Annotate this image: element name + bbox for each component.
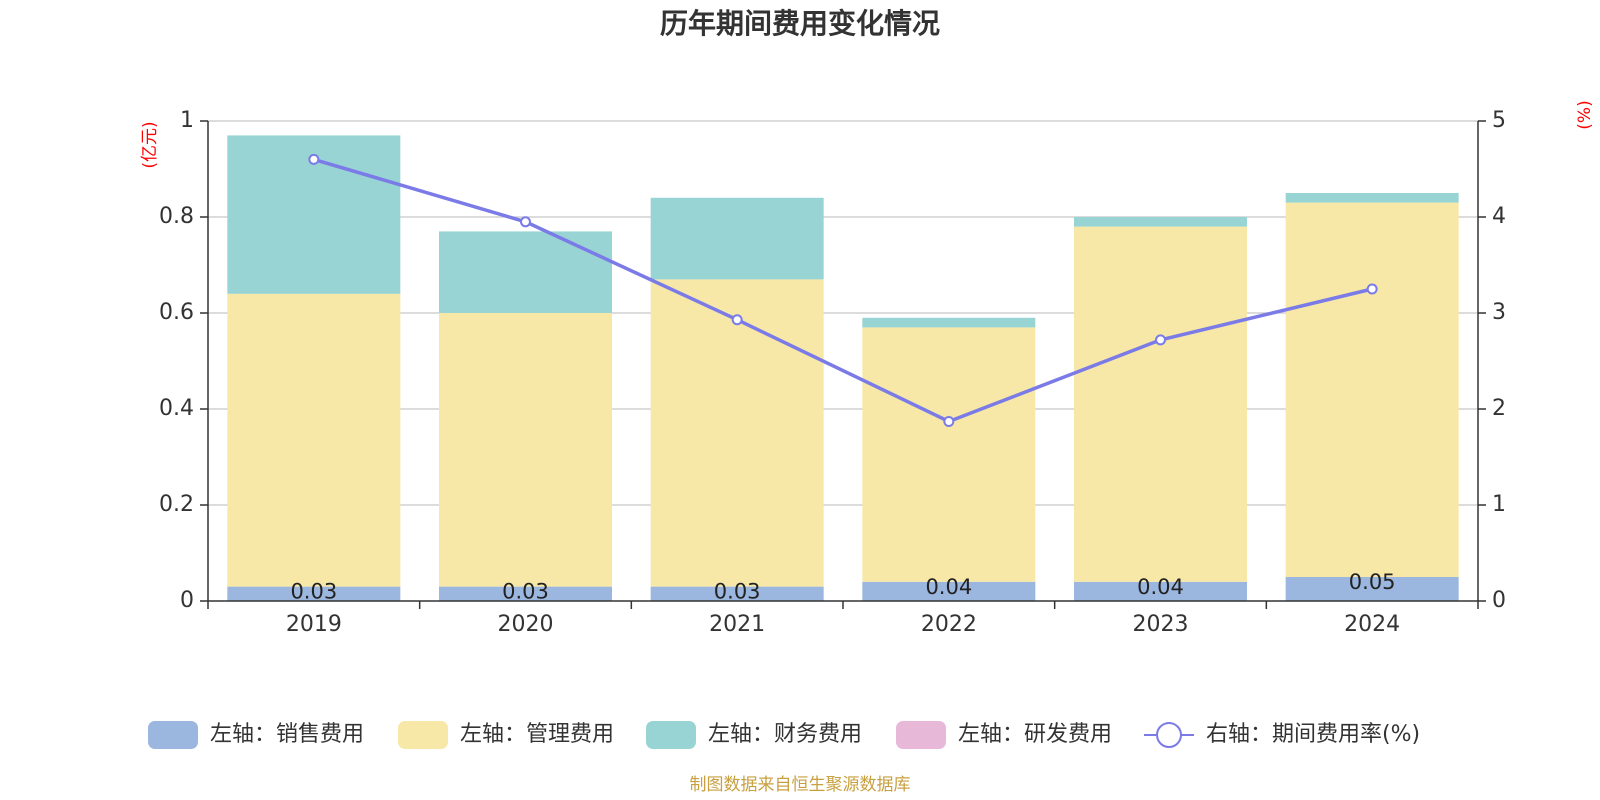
x-tick-label: 2019: [286, 612, 342, 637]
bar-segment: [1285, 193, 1459, 203]
legend-swatch: [148, 721, 198, 749]
axes: 0 0.2 0.4 0.6 0.8 1 0 1 2 3 4 5 2019 2020 2021 2022 2023…: [159, 108, 1506, 637]
x-tick-label: 2023: [1133, 612, 1189, 637]
right-tick-label: 5: [1492, 108, 1506, 133]
bar-segment: [862, 317, 1036, 328]
bar-series: [227, 135, 1459, 601]
bar-segment: [439, 313, 612, 587]
left-axis-unit: (亿元): [140, 121, 160, 168]
bar-segment: [227, 586, 401, 601]
x-tick-label: 2020: [498, 612, 554, 637]
legend-swatch: [398, 721, 448, 749]
legend-swatch: [896, 721, 946, 749]
right-tick-label: 3: [1492, 300, 1506, 325]
left-tick-label: 0.4: [159, 396, 194, 421]
x-tick-label: 2022: [921, 612, 977, 637]
legend-label: 左轴：研发费用: [958, 722, 1112, 747]
legend: 左轴：销售费用 左轴：管理费用 左轴：财务费用 左轴：研发费用 右轴：期间费用率(%): [148, 721, 1420, 749]
legend-label: 左轴：财务费用: [708, 722, 862, 747]
bar-segment: [862, 327, 1036, 582]
right-tick-label: 0: [1492, 588, 1506, 613]
bar-data-label: 0.03: [714, 580, 761, 604]
bar-segment: [1074, 581, 1247, 601]
legend-label: 右轴：期间费用率(%): [1206, 722, 1420, 747]
bar-segment: [1285, 577, 1459, 601]
bar-segment: [1285, 202, 1459, 577]
legend-marker: [1156, 722, 1182, 748]
bar-segment: [439, 231, 612, 313]
rate-point: [308, 153, 320, 165]
bar-segment: [439, 586, 612, 601]
chart-title: 历年期间费用变化情况: [660, 7, 940, 40]
bar-data-label: 0.03: [290, 580, 337, 604]
left-tick-label: 0.6: [159, 300, 194, 325]
rate-point: [520, 216, 531, 228]
grid-lines: [208, 120, 1478, 506]
left-tick-label: 0: [180, 588, 194, 613]
bar-segment: [1074, 217, 1247, 227]
bar-segment: [650, 586, 824, 601]
left-tick-label: 0.8: [159, 204, 194, 229]
left-tick-label: 0.2: [159, 492, 194, 517]
rate-point: [1155, 334, 1166, 346]
legend-swatch: [646, 721, 696, 749]
x-tick-label: 2021: [709, 612, 765, 637]
bar-data-label: 0.03: [502, 580, 549, 604]
data-labels: 0.03 0.03 0.03 0.04 0.04 0.05: [290, 570, 1395, 604]
line-series: [308, 153, 1378, 427]
right-tick-label: 4: [1492, 204, 1506, 229]
source-note: 制图数据来自恒生聚源数据库: [690, 775, 911, 795]
rate-point: [731, 314, 743, 326]
bar-data-label: 0.05: [1349, 570, 1396, 594]
bar-segment: [1074, 226, 1247, 582]
right-tick-label: 1: [1492, 492, 1506, 517]
x-tick-label: 2024: [1344, 612, 1400, 637]
bar-segment: [227, 293, 401, 587]
bar-data-label: 0.04: [925, 575, 972, 599]
bar-data-label: 0.04: [1137, 575, 1184, 599]
bar-segment: [862, 581, 1036, 601]
rate-point: [943, 415, 955, 427]
bar-segment: [650, 197, 824, 280]
bar-segment: [650, 279, 824, 587]
legend-label: 左轴：管理费用: [460, 722, 614, 747]
legend-label: 左轴：销售费用: [210, 722, 364, 747]
right-axis-unit: (%): [1575, 100, 1595, 129]
left-tick-label: 1: [180, 108, 194, 133]
right-tick-label: 2: [1492, 396, 1506, 421]
rate-line: [313, 157, 1373, 424]
rate-point: [1366, 283, 1378, 295]
